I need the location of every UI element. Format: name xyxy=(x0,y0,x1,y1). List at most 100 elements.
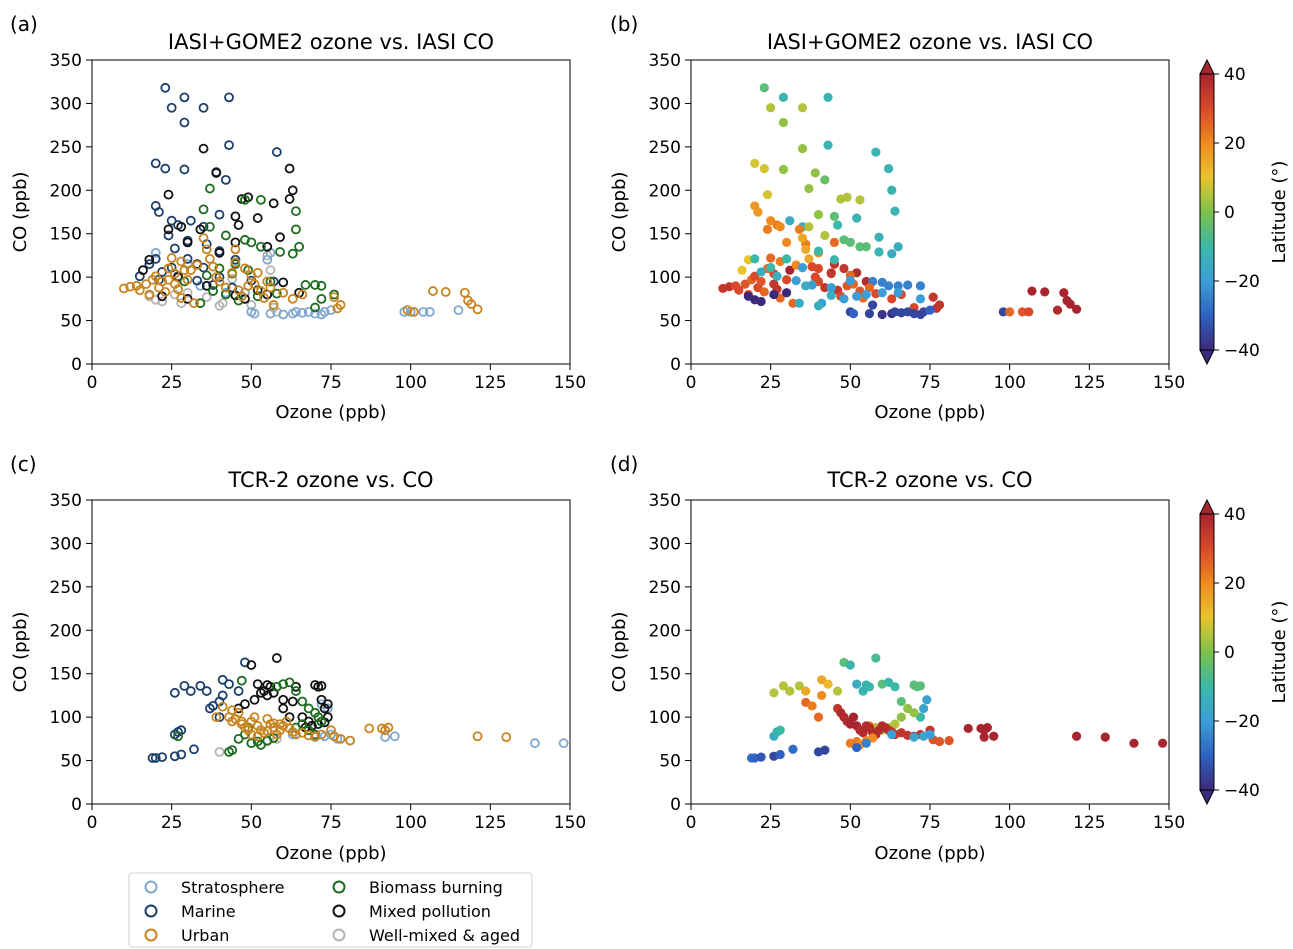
point-urban xyxy=(501,732,512,743)
point-latitude xyxy=(775,725,785,735)
point-latitude xyxy=(820,745,830,755)
legend-marker xyxy=(332,904,346,918)
point-stratosphere xyxy=(558,738,569,749)
point-latitude xyxy=(807,701,817,711)
point-urban xyxy=(214,276,225,287)
point-urban xyxy=(262,726,273,736)
legend-marker xyxy=(144,904,158,918)
x-tick-label-a: 50 xyxy=(241,373,263,393)
point-urban xyxy=(198,233,209,243)
point-latitude xyxy=(756,296,766,307)
point-marine xyxy=(169,687,180,698)
point-latitude xyxy=(801,281,811,291)
point-latitude xyxy=(782,288,792,298)
point-latitude xyxy=(903,703,913,714)
point-marine xyxy=(166,215,177,226)
point-urban xyxy=(265,282,276,293)
point-urban xyxy=(141,279,152,289)
point-mixed-pollution xyxy=(322,699,333,710)
legend-marker xyxy=(144,928,158,942)
point-latitude xyxy=(782,254,792,264)
point-marine xyxy=(224,140,234,151)
point-urban xyxy=(472,731,483,742)
point-marine xyxy=(201,686,212,696)
point-latitude xyxy=(855,242,865,252)
point-latitude xyxy=(890,682,900,692)
y-tick-label-b: 50 xyxy=(659,312,681,332)
point-latitude xyxy=(820,230,830,241)
y-axis-label-d: CO (ppb) xyxy=(609,612,630,693)
x-tick-label-c: 125 xyxy=(474,813,506,833)
point-well-mixed-aged xyxy=(176,298,187,309)
point-urban xyxy=(160,287,171,297)
point-latitude xyxy=(734,285,744,295)
point-latitude xyxy=(925,305,935,315)
plot-frame-d xyxy=(690,499,1170,805)
legend-frame xyxy=(128,872,533,948)
point-latitude xyxy=(1040,287,1050,297)
x-tick-label-c: 75 xyxy=(320,813,342,833)
point-marine xyxy=(160,82,171,93)
point-mixed-pollution xyxy=(163,189,174,200)
colorbar-tick-label: 20 xyxy=(1224,134,1246,154)
point-latitude xyxy=(794,298,804,308)
point-urban xyxy=(185,265,196,276)
point-stratosphere xyxy=(326,305,336,316)
point-stratosphere xyxy=(319,306,330,317)
point-marine xyxy=(154,207,164,217)
point-mixed-pollution xyxy=(211,168,222,178)
point-urban xyxy=(440,287,451,297)
point-biomass-burning xyxy=(246,237,257,248)
point-urban xyxy=(189,298,199,309)
y-tick-label-a: 150 xyxy=(50,225,82,245)
point-latitude xyxy=(852,291,862,301)
point-latitude xyxy=(813,210,824,220)
point-marine xyxy=(179,680,190,691)
point-biomass-burning xyxy=(271,288,282,299)
point-marine xyxy=(185,686,196,696)
point-latitude xyxy=(852,742,862,753)
point-mixed-pollution xyxy=(195,224,206,235)
point-latitude xyxy=(817,690,827,701)
point-mixed-pollution xyxy=(230,237,241,248)
point-well-mixed-aged xyxy=(214,746,225,757)
point-biomass-burning xyxy=(284,677,295,688)
point-mixed-pollution xyxy=(201,280,212,291)
legend-marker xyxy=(332,928,346,942)
point-urban xyxy=(150,271,161,282)
point-latitude xyxy=(794,681,804,691)
point-biomass-burning xyxy=(275,247,285,257)
point-latitude xyxy=(832,220,843,230)
point-latitude xyxy=(772,271,782,281)
point-latitude xyxy=(1065,299,1075,309)
point-latitude xyxy=(887,249,897,259)
axes-b: 0 25 50 75 100 125 150 0 50 100 150 200 250 300 350 xyxy=(649,51,1186,393)
point-urban xyxy=(259,293,269,303)
point-urban xyxy=(201,244,212,255)
point-stratosphere xyxy=(418,306,429,317)
point-mixed-pollution xyxy=(163,224,174,235)
point-latitude xyxy=(839,263,849,274)
point-urban xyxy=(179,265,190,276)
panel-label-d: (d) xyxy=(610,452,638,476)
point-marine xyxy=(179,117,190,128)
point-marine xyxy=(179,164,190,175)
point-marine xyxy=(166,102,177,113)
point-latitude xyxy=(737,265,747,275)
point-marine xyxy=(192,275,203,286)
point-latitude xyxy=(823,140,833,150)
point-stratosphere xyxy=(297,307,308,318)
point-mixed-pollution xyxy=(182,293,193,304)
y-tick-label-a: 200 xyxy=(50,181,82,201)
point-latitude xyxy=(785,216,795,226)
chart-title-a: IASI+GOME2 ozone vs. IASI CO xyxy=(168,30,494,54)
point-marine xyxy=(160,163,171,174)
point-biomass-burning xyxy=(255,241,266,252)
point-urban xyxy=(118,283,129,294)
point-marine xyxy=(217,690,228,701)
colorbar-gradient xyxy=(1199,513,1215,791)
y-tick-label-d: 350 xyxy=(649,491,681,511)
point-mixed-pollution xyxy=(278,694,289,705)
point-mixed-pollution xyxy=(144,254,155,265)
